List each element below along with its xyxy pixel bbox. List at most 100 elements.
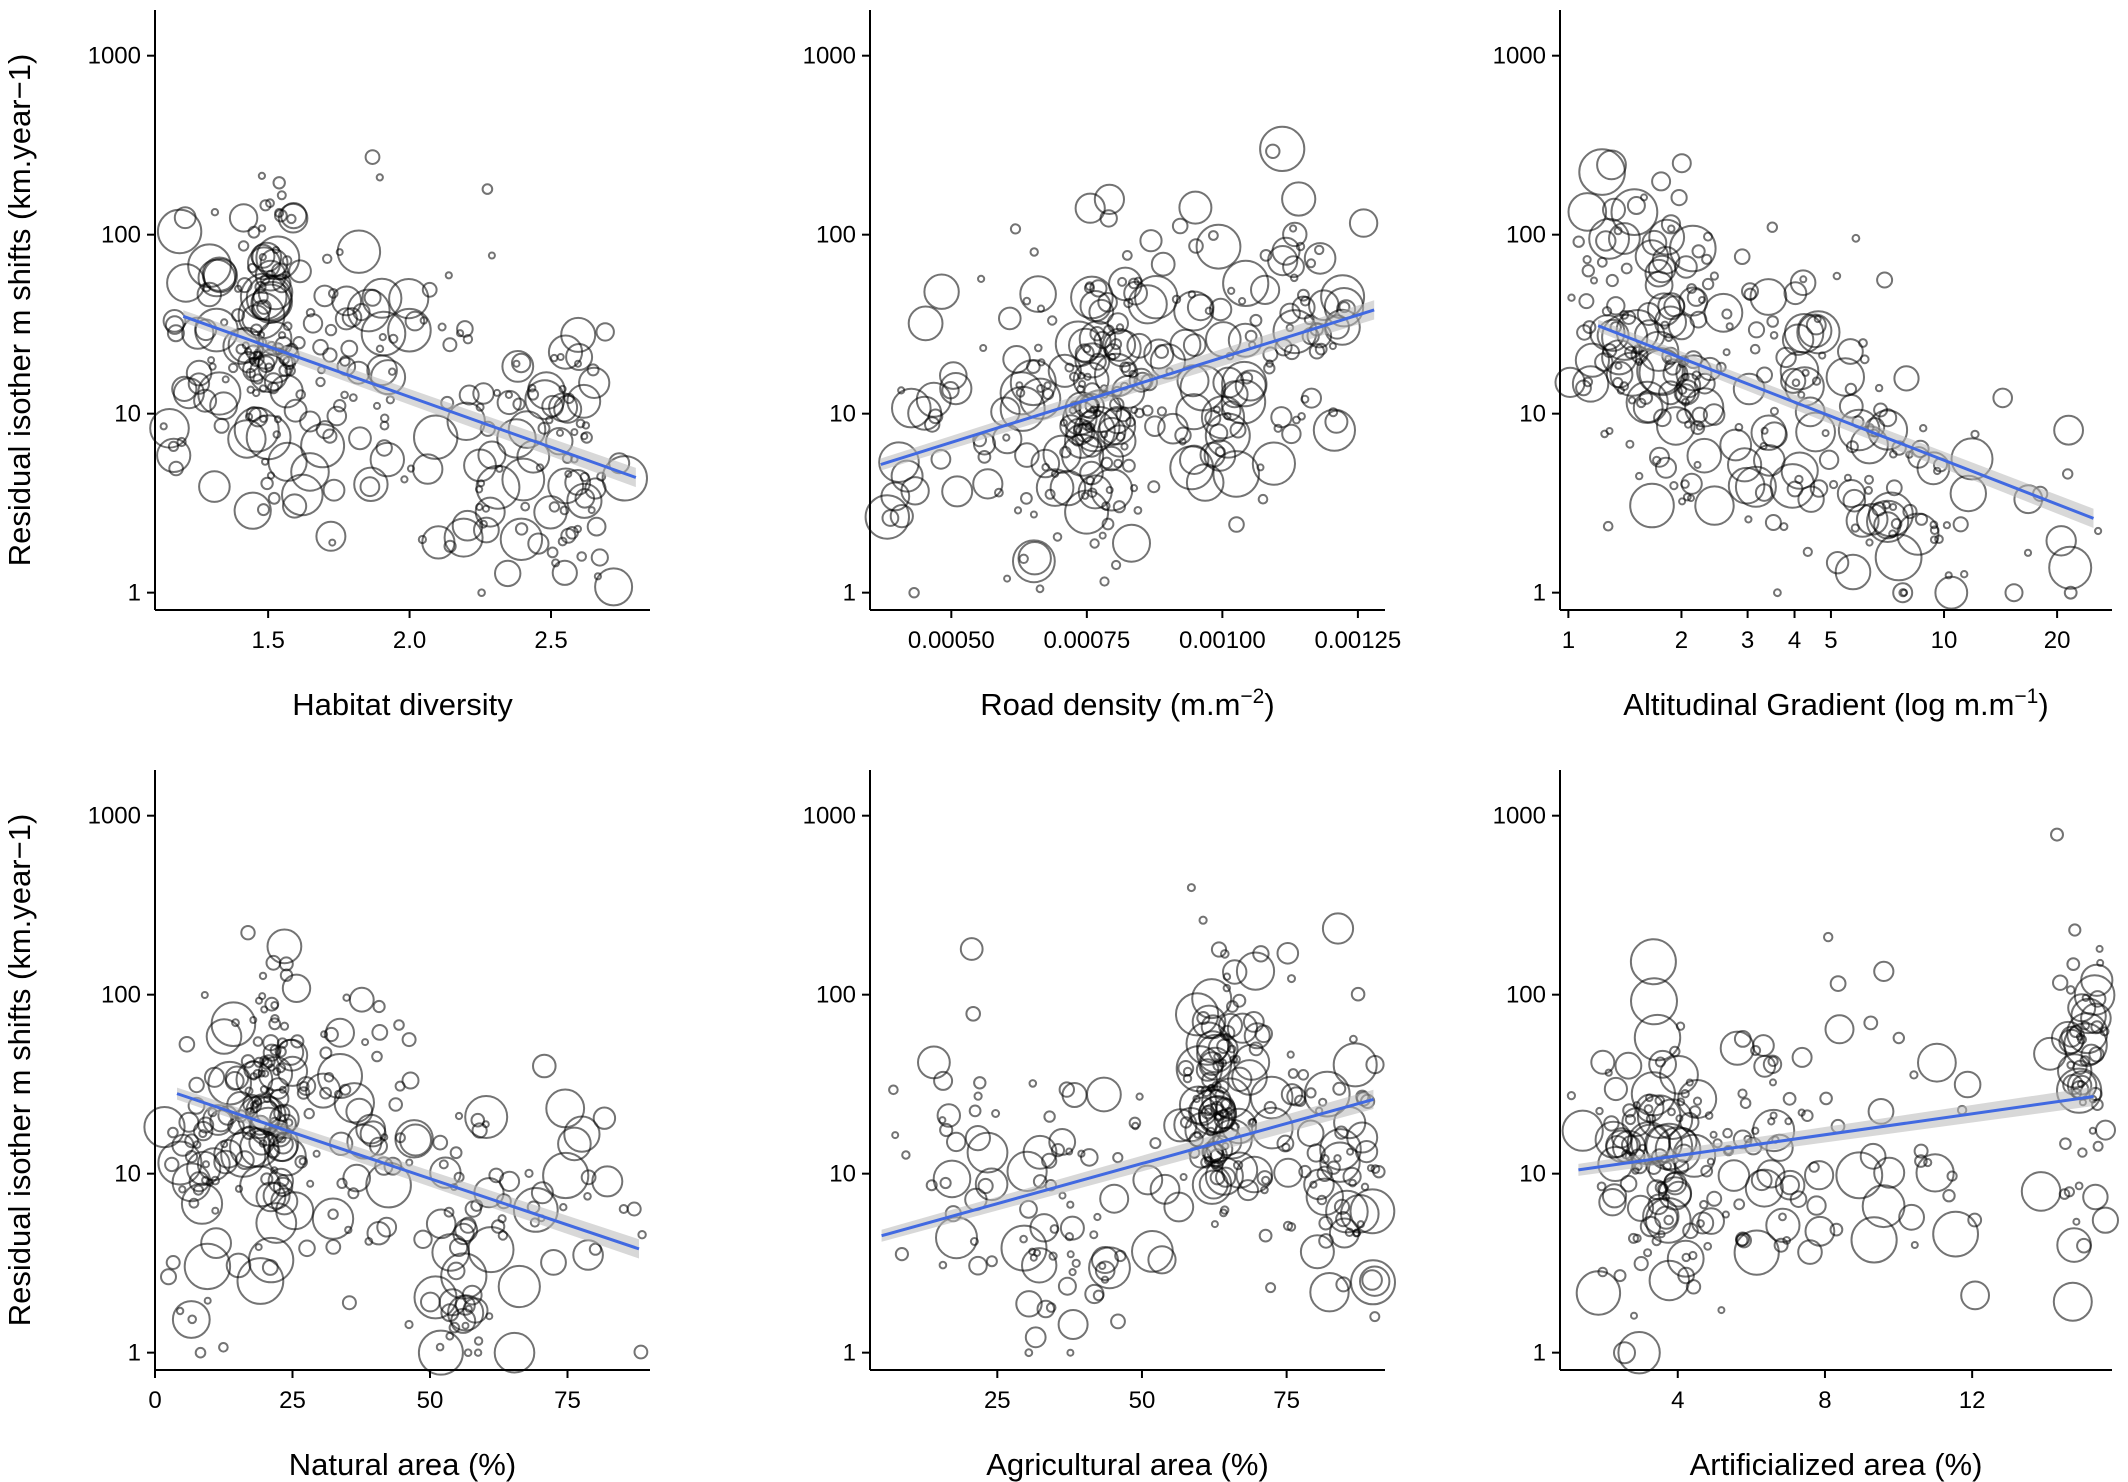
data-point bbox=[1756, 1159, 1786, 1189]
data-point bbox=[1091, 1246, 1119, 1274]
data-point bbox=[236, 1257, 285, 1305]
data-point bbox=[231, 1018, 240, 1028]
data-point bbox=[1106, 312, 1130, 335]
data-point bbox=[462, 1297, 489, 1324]
data-point bbox=[1942, 1189, 1956, 1203]
data-point bbox=[339, 355, 351, 367]
data-point bbox=[1571, 365, 1610, 403]
data-point bbox=[296, 1086, 311, 1100]
x-tick-label: 2 bbox=[1675, 627, 1688, 654]
data-point bbox=[520, 501, 531, 512]
data-point bbox=[1314, 342, 1328, 356]
data-point bbox=[1066, 1250, 1075, 1259]
data-point bbox=[477, 588, 486, 598]
data-point bbox=[234, 284, 243, 293]
x-tick-label: 4 bbox=[1788, 627, 1801, 654]
data-point bbox=[462, 334, 474, 345]
data-point bbox=[207, 1060, 252, 1106]
data-point bbox=[413, 1229, 433, 1250]
panel-3: 1 10 100 1000 1 2 3 4 5 10 20 Altitudinal Gradient … bbox=[1493, 10, 2112, 722]
data-point bbox=[1628, 1232, 1639, 1244]
data-point bbox=[1779, 350, 1820, 391]
data-point bbox=[341, 1295, 357, 1311]
data-point bbox=[1120, 442, 1129, 451]
data-point bbox=[364, 149, 381, 166]
data-point bbox=[1682, 492, 1692, 502]
data-point bbox=[2033, 1036, 2067, 1071]
data-point bbox=[512, 397, 526, 411]
data-point bbox=[546, 546, 559, 559]
data-point bbox=[334, 307, 358, 331]
data-point bbox=[1992, 387, 2013, 409]
data-point bbox=[2095, 1119, 2116, 1141]
data-point bbox=[1680, 479, 1690, 489]
data-point bbox=[448, 1321, 461, 1334]
data-point bbox=[298, 1239, 316, 1258]
data-point bbox=[1258, 1228, 1273, 1243]
data-point bbox=[932, 1159, 972, 1199]
data-point bbox=[1737, 1088, 1748, 1099]
data-point bbox=[1286, 1050, 1295, 1059]
data-point bbox=[923, 273, 960, 310]
data-point bbox=[1174, 426, 1192, 444]
data-point bbox=[1070, 275, 1114, 320]
data-point bbox=[254, 280, 267, 294]
data-point bbox=[1750, 1045, 1762, 1056]
data-point bbox=[1265, 1282, 1277, 1294]
data-point bbox=[237, 240, 250, 252]
data-point bbox=[1627, 396, 1637, 405]
data-point bbox=[2063, 1186, 2075, 1198]
data-point bbox=[1204, 412, 1251, 459]
data-point bbox=[1149, 1173, 1181, 1205]
x-tick-label: 5 bbox=[1824, 627, 1837, 654]
data-point bbox=[1103, 406, 1132, 435]
data-point bbox=[972, 468, 1004, 500]
data-point bbox=[1332, 1042, 1378, 1088]
data-point bbox=[1049, 469, 1087, 507]
data-point bbox=[586, 516, 607, 537]
data-point bbox=[1603, 1115, 1620, 1132]
data-point bbox=[514, 522, 529, 536]
data-point bbox=[878, 441, 920, 484]
data-point bbox=[252, 288, 269, 305]
data-point bbox=[1321, 912, 1355, 945]
data-point bbox=[583, 1192, 592, 1201]
data-point bbox=[1744, 515, 1753, 524]
data-point bbox=[1112, 500, 1127, 514]
data-point bbox=[1802, 546, 1813, 558]
data-point bbox=[1251, 441, 1297, 486]
data-point bbox=[1214, 1089, 1225, 1100]
data-point bbox=[471, 1122, 488, 1139]
data-point bbox=[998, 306, 1022, 331]
data-point bbox=[159, 422, 168, 431]
data-point bbox=[1791, 1046, 1813, 1068]
data-point bbox=[207, 356, 216, 365]
data-point bbox=[1287, 1068, 1299, 1079]
data-point bbox=[312, 338, 329, 356]
data-point bbox=[1624, 1113, 1637, 1126]
data-point bbox=[1914, 1154, 1928, 1168]
data-point bbox=[1774, 1169, 1806, 1201]
data-point bbox=[1861, 1184, 1906, 1229]
data-point bbox=[1773, 588, 1782, 598]
data-point bbox=[545, 1088, 586, 1129]
data-point bbox=[1909, 1070, 1919, 1080]
y-tick-label: 10 bbox=[1519, 401, 1546, 428]
data-point bbox=[269, 1044, 282, 1057]
data-point bbox=[1299, 1234, 1335, 1270]
data-point bbox=[1596, 1181, 1607, 1192]
data-point bbox=[1779, 1174, 1801, 1196]
data-point bbox=[556, 353, 565, 361]
data-point bbox=[1753, 1054, 1777, 1078]
x-tick-label: 20 bbox=[2044, 627, 2071, 654]
data-point bbox=[258, 992, 267, 1001]
data-point bbox=[1801, 368, 1810, 377]
data-point bbox=[473, 1336, 484, 1346]
data-point bbox=[1325, 1189, 1369, 1234]
data-point bbox=[1596, 149, 1627, 181]
data-point bbox=[1837, 338, 1864, 365]
data-point bbox=[1633, 1256, 1649, 1272]
data-point bbox=[1308, 343, 1326, 360]
data-point bbox=[417, 1329, 464, 1376]
y-tick-label: 100 bbox=[1506, 982, 1546, 1009]
